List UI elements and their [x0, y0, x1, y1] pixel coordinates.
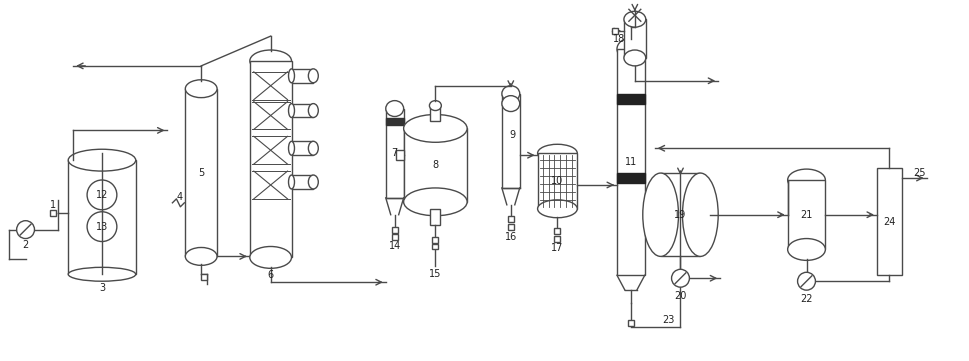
- Ellipse shape: [501, 86, 519, 101]
- Bar: [501, 93, 519, 188]
- Bar: [250, 61, 292, 257]
- Ellipse shape: [68, 268, 136, 281]
- Bar: [391, 234, 397, 240]
- Bar: [554, 228, 560, 234]
- Bar: [201, 274, 207, 280]
- Text: 4: 4: [176, 192, 182, 202]
- Ellipse shape: [537, 200, 577, 218]
- Bar: [616, 173, 644, 183]
- Bar: [292, 104, 313, 117]
- Bar: [432, 244, 438, 249]
- Text: 19: 19: [673, 210, 686, 220]
- Text: 9: 9: [509, 130, 516, 140]
- Ellipse shape: [403, 188, 467, 216]
- Bar: [508, 224, 514, 230]
- Ellipse shape: [288, 104, 295, 117]
- Bar: [623, 19, 645, 58]
- Text: 20: 20: [673, 291, 686, 301]
- Ellipse shape: [68, 149, 136, 171]
- Circle shape: [87, 212, 116, 242]
- Bar: [616, 49, 644, 275]
- Circle shape: [87, 180, 116, 210]
- Text: 10: 10: [550, 176, 563, 186]
- Ellipse shape: [682, 173, 717, 256]
- Bar: [292, 175, 313, 189]
- Ellipse shape: [308, 69, 318, 83]
- Bar: [616, 93, 644, 104]
- Circle shape: [671, 269, 689, 287]
- Ellipse shape: [403, 114, 467, 142]
- Bar: [292, 141, 313, 155]
- Text: 21: 21: [799, 210, 812, 220]
- Bar: [386, 118, 403, 125]
- Bar: [554, 236, 560, 242]
- Ellipse shape: [308, 104, 318, 117]
- Text: 22: 22: [799, 294, 812, 304]
- Ellipse shape: [623, 50, 645, 66]
- Circle shape: [16, 221, 35, 239]
- Text: 18: 18: [612, 34, 624, 44]
- Text: 14: 14: [389, 242, 400, 252]
- Text: 5: 5: [198, 168, 204, 178]
- Ellipse shape: [501, 96, 519, 112]
- Bar: [403, 129, 467, 202]
- Bar: [787, 180, 825, 249]
- Ellipse shape: [308, 175, 318, 189]
- Bar: [432, 236, 438, 243]
- Ellipse shape: [537, 144, 577, 162]
- Ellipse shape: [250, 247, 292, 268]
- Text: 12: 12: [96, 190, 109, 200]
- Text: 17: 17: [550, 243, 563, 253]
- Bar: [611, 28, 617, 34]
- Text: 25: 25: [913, 168, 925, 178]
- Bar: [185, 89, 217, 256]
- Bar: [68, 160, 136, 274]
- Ellipse shape: [787, 239, 825, 260]
- Text: 7: 7: [391, 148, 397, 158]
- Text: 16: 16: [504, 231, 516, 242]
- Text: 15: 15: [428, 269, 441, 279]
- Text: 11: 11: [624, 157, 637, 167]
- Ellipse shape: [308, 141, 318, 155]
- Bar: [391, 227, 397, 232]
- Text: 3: 3: [99, 283, 105, 293]
- Bar: [876, 168, 901, 275]
- Bar: [430, 209, 440, 225]
- Ellipse shape: [288, 141, 295, 155]
- Ellipse shape: [185, 248, 217, 265]
- Ellipse shape: [250, 50, 292, 72]
- Ellipse shape: [429, 101, 441, 110]
- Text: 2: 2: [22, 239, 29, 249]
- Text: 23: 23: [662, 315, 674, 325]
- Circle shape: [797, 272, 815, 290]
- Bar: [386, 109, 403, 198]
- Bar: [627, 320, 633, 326]
- Text: 8: 8: [432, 160, 438, 170]
- Bar: [430, 105, 440, 121]
- Bar: [292, 69, 313, 83]
- Bar: [660, 173, 700, 256]
- Text: 1: 1: [50, 200, 56, 210]
- Bar: [508, 216, 514, 222]
- Ellipse shape: [288, 69, 295, 83]
- Ellipse shape: [642, 173, 677, 256]
- Text: 24: 24: [882, 217, 894, 227]
- Ellipse shape: [185, 80, 217, 97]
- Ellipse shape: [386, 101, 403, 117]
- Ellipse shape: [787, 169, 825, 191]
- Ellipse shape: [288, 175, 295, 189]
- Ellipse shape: [623, 11, 645, 27]
- Ellipse shape: [616, 38, 644, 60]
- Bar: [537, 153, 577, 209]
- Text: 6: 6: [267, 270, 273, 280]
- Bar: [50, 210, 56, 216]
- Text: 13: 13: [96, 222, 108, 232]
- Bar: [395, 150, 403, 160]
